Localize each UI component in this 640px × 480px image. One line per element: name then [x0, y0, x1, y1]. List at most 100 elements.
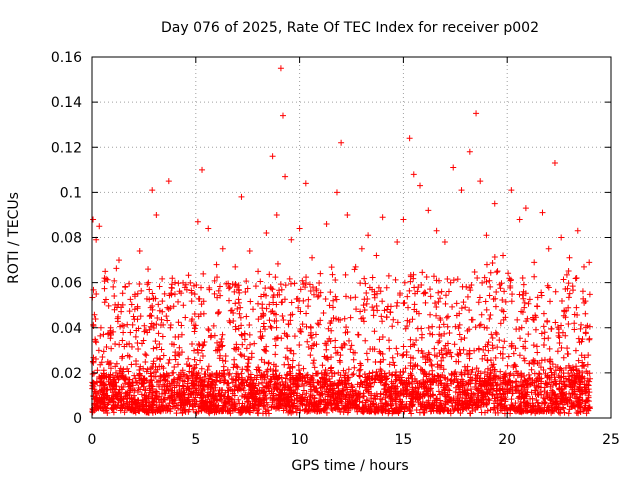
data-point — [255, 410, 262, 417]
data-point — [129, 398, 136, 405]
data-point — [134, 339, 141, 346]
data-point — [215, 310, 222, 317]
data-point — [485, 347, 492, 354]
data-point — [358, 315, 365, 322]
data-point — [159, 390, 166, 397]
data-point — [90, 321, 97, 328]
data-point — [452, 399, 459, 406]
data-point — [583, 381, 590, 388]
data-point — [574, 227, 581, 234]
data-point — [364, 356, 371, 363]
data-point — [534, 294, 541, 301]
data-point — [526, 360, 533, 367]
data-point — [537, 364, 544, 371]
data-point — [431, 345, 438, 352]
data-point — [563, 398, 570, 405]
data-point — [438, 362, 445, 369]
data-point — [512, 378, 519, 385]
data-point — [219, 245, 226, 252]
data-point — [327, 289, 334, 296]
data-point — [531, 370, 538, 377]
data-point — [338, 400, 345, 407]
data-point — [185, 355, 192, 362]
data-point — [116, 390, 123, 397]
data-point — [438, 351, 445, 358]
data-point — [492, 354, 499, 361]
data-point — [178, 331, 185, 338]
data-point — [186, 385, 193, 392]
data-point — [215, 287, 222, 294]
data-point — [289, 357, 296, 364]
data-point — [253, 407, 260, 414]
data-point — [105, 302, 112, 309]
data-point — [444, 323, 451, 330]
data-point — [124, 389, 131, 396]
data-point — [541, 342, 548, 349]
data-point — [175, 374, 182, 381]
data-point — [212, 347, 219, 354]
data-point — [231, 288, 238, 295]
data-point — [247, 409, 254, 416]
data-point — [101, 285, 108, 292]
data-point — [238, 322, 245, 329]
data-point — [270, 292, 277, 299]
data-point — [521, 357, 528, 364]
data-point — [387, 308, 394, 315]
data-point — [379, 214, 386, 221]
data-point — [394, 299, 401, 306]
data-point — [565, 320, 572, 327]
data-point — [407, 336, 414, 343]
data-point — [349, 371, 356, 378]
data-point — [289, 311, 296, 318]
data-point — [214, 274, 221, 281]
data-point — [425, 392, 432, 399]
data-point — [189, 373, 196, 380]
data-point — [454, 379, 461, 386]
data-point — [500, 252, 507, 259]
data-point — [587, 375, 594, 382]
data-point — [486, 315, 493, 322]
data-point — [557, 410, 564, 417]
data-point — [530, 342, 537, 349]
data-point — [518, 374, 525, 381]
data-point — [411, 363, 418, 370]
data-point — [342, 380, 349, 387]
data-point — [451, 341, 458, 348]
data-point — [191, 347, 198, 354]
data-point — [153, 321, 160, 328]
data-point — [294, 382, 301, 389]
data-point — [143, 368, 150, 375]
data-point — [438, 332, 445, 339]
data-point — [184, 380, 191, 387]
data-point — [416, 394, 423, 401]
data-point — [530, 403, 537, 410]
data-point — [304, 338, 311, 345]
data-point — [517, 335, 524, 342]
data-point — [461, 363, 468, 370]
data-point — [200, 383, 207, 390]
data-point — [541, 329, 548, 336]
data-point — [426, 330, 433, 337]
data-point — [198, 407, 205, 414]
data-point — [505, 378, 512, 385]
data-point — [222, 399, 229, 406]
data-point — [454, 276, 461, 283]
data-point — [456, 346, 463, 353]
data-point — [172, 396, 179, 403]
data-point — [526, 371, 533, 378]
data-point — [286, 275, 293, 282]
data-point — [218, 335, 225, 342]
data-point — [583, 368, 590, 375]
data-point — [395, 409, 402, 416]
data-point — [218, 343, 225, 350]
data-point — [102, 268, 109, 275]
data-point — [339, 344, 346, 351]
data-point — [377, 350, 384, 357]
data-point — [467, 374, 474, 381]
data-point — [156, 340, 163, 347]
data-point — [110, 378, 117, 385]
data-point — [118, 304, 125, 311]
axis-ticks: 0 5 10 15 20 25 0 0.02 0.04 0.06 0.08 0.1 0.12 0.14 0.… — [51, 50, 620, 448]
data-point — [555, 332, 562, 339]
data-point — [345, 366, 352, 373]
